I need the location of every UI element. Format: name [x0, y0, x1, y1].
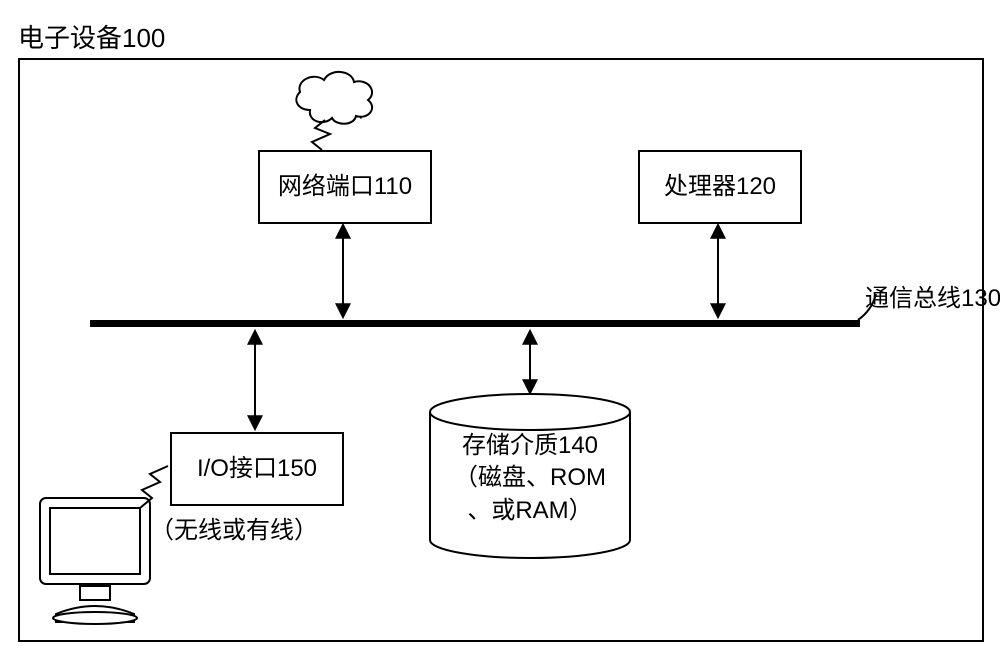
- processor-box: 处理器120: [638, 150, 802, 224]
- diagram-canvas: 电子设备100 通信总线130 网络端口110 处理器120 I/O接口150 …: [0, 0, 1000, 670]
- storage-text: 存储介质140 （磁盘、ROM 、或RAM）: [430, 430, 630, 527]
- wireless-label: （无线或有线）: [150, 510, 318, 545]
- diagram-title: 电子设备100: [18, 18, 165, 55]
- comm-bus-line: [90, 320, 860, 327]
- storage-line1: 存储介质140: [430, 430, 630, 462]
- device-frame: [18, 58, 984, 642]
- storage-line2: （磁盘、ROM: [430, 462, 630, 494]
- comm-bus-label: 通信总线130: [865, 278, 1000, 313]
- io-port-label: I/O接口150: [197, 453, 317, 484]
- network-port-box: 网络端口110: [258, 150, 432, 224]
- storage-line3: 、或RAM）: [430, 495, 630, 527]
- io-port-box: I/O接口150: [170, 432, 344, 506]
- network-port-label: 网络端口110: [278, 171, 412, 202]
- processor-label: 处理器120: [664, 171, 776, 202]
- cloud-label: 网络: [320, 92, 364, 124]
